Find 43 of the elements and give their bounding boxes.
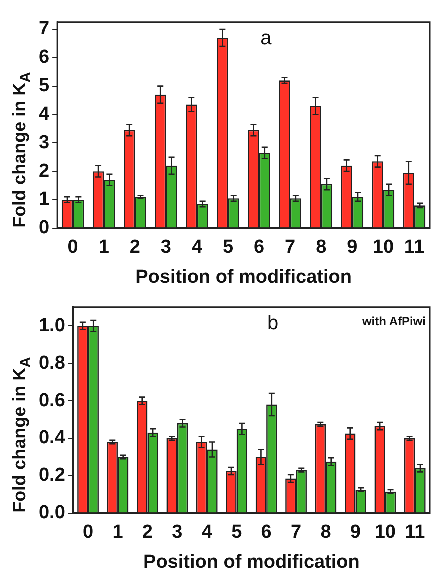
- annotation: b: [268, 312, 279, 334]
- x-axis-title: Position of modification: [144, 552, 360, 573]
- y-tick-label: 1: [38, 189, 50, 210]
- annotation: a: [260, 27, 273, 50]
- x-tick-label: 2: [142, 522, 153, 544]
- y-tick-label: 0.6: [38, 390, 66, 412]
- x-tick-label: 1: [98, 237, 110, 258]
- x-tick-label: 10: [374, 522, 396, 544]
- y-tick-label: 4: [38, 104, 50, 125]
- x-tick-label: 0: [68, 237, 78, 258]
- x-tick-label: 6: [261, 522, 272, 544]
- y-tick-label: 3: [38, 132, 50, 154]
- x-axis-title: Position of modification: [136, 266, 352, 288]
- x-tick-label: 2: [130, 237, 140, 258]
- x-tick-label: 11: [404, 237, 425, 258]
- x-tick-label: 5: [222, 237, 234, 258]
- y-tick-label: 0.0: [38, 502, 66, 524]
- x-tick-label: 3: [160, 237, 172, 258]
- x-tick-label: 8: [316, 237, 327, 258]
- x-tick-label: 11: [405, 522, 426, 544]
- x-tick-label: 8: [320, 522, 332, 544]
- annotation: with AfPiwi: [361, 314, 426, 328]
- x-tick-label: 9: [350, 522, 361, 544]
- x-tick-label: 10: [372, 237, 394, 258]
- x-tick-label: 7: [290, 522, 302, 544]
- x-tick-label: 4: [202, 522, 213, 544]
- x-tick-label: 7: [285, 237, 296, 258]
- x-tick-label: 1: [112, 522, 124, 544]
- y-tick-label: 5: [38, 76, 50, 97]
- y-tick-label: 0.8: [38, 352, 66, 374]
- x-tick-label: 6: [254, 237, 265, 258]
- y-tick-label: 1.0: [38, 315, 66, 336]
- y-tick-label: 0: [38, 218, 50, 239]
- y-tick-label: 0.2: [38, 465, 66, 486]
- x-tick-label: 3: [172, 522, 183, 544]
- x-tick-label: 0: [82, 522, 94, 544]
- x-tick-label: 4: [192, 237, 203, 258]
- y-tick-label: 0.4: [38, 428, 66, 449]
- x-tick-label: 9: [347, 237, 358, 258]
- y-tick-label: 6: [38, 47, 50, 68]
- y-tick-label: 7: [38, 18, 50, 40]
- x-tick-label: 5: [232, 522, 243, 544]
- y-tick-label: 2: [38, 160, 50, 182]
